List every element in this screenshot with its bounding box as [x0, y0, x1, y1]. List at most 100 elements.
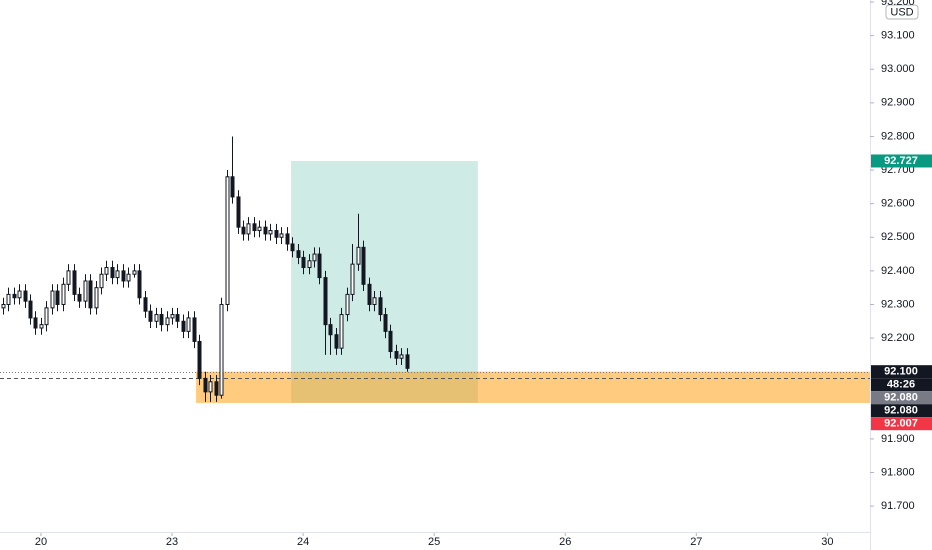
candle-body — [99, 273, 104, 289]
candle-body — [219, 303, 224, 396]
candle — [72, 264, 77, 302]
candle — [83, 274, 88, 308]
candle — [197, 334, 202, 386]
candle — [154, 307, 159, 328]
candle — [44, 301, 49, 332]
x-tick-label: 27 — [690, 536, 702, 548]
candle-body — [334, 334, 339, 349]
candle-body — [214, 381, 219, 396]
candle — [312, 247, 317, 268]
candle — [219, 297, 224, 399]
candle-body — [186, 317, 191, 332]
candle-body — [230, 176, 235, 198]
candle — [334, 328, 339, 355]
candle — [33, 311, 38, 335]
candle-body — [339, 314, 344, 349]
y-tick-label: 91.800 — [881, 466, 915, 478]
candle — [350, 243, 355, 302]
price-badge-label: 92.007 — [884, 418, 918, 430]
candle — [203, 371, 208, 402]
candle-body — [66, 270, 71, 285]
candle — [165, 311, 170, 332]
x-tick-label: 23 — [166, 536, 178, 548]
candle-body — [225, 176, 230, 305]
price-badge — [871, 365, 932, 379]
candle — [378, 291, 383, 322]
y-tick-label: 92.800 — [881, 130, 915, 142]
currency-label: USD — [890, 6, 913, 18]
candle-body — [77, 293, 82, 302]
candle — [192, 311, 197, 349]
candle-body — [236, 196, 241, 228]
candle — [115, 264, 120, 285]
candle-body — [17, 290, 22, 299]
candle-body — [208, 381, 213, 393]
candle — [252, 217, 257, 238]
candle-body — [115, 270, 120, 279]
candle-body — [301, 256, 306, 269]
candle-body — [257, 226, 262, 232]
candle — [104, 260, 109, 281]
candle — [148, 304, 153, 328]
candle — [110, 260, 115, 285]
candle-body — [104, 267, 109, 275]
candle — [88, 274, 93, 315]
candle-body — [367, 283, 372, 305]
x-tick-label: 24 — [297, 536, 309, 548]
candle-body — [383, 314, 388, 332]
candle — [241, 220, 246, 241]
candle — [257, 220, 262, 238]
candle-body — [307, 260, 312, 269]
candle — [55, 284, 60, 312]
candle — [50, 284, 55, 315]
candle — [328, 317, 333, 355]
candle-body — [88, 280, 93, 309]
candle — [263, 220, 268, 241]
price-badge — [871, 378, 932, 392]
candle — [61, 277, 66, 312]
candle-body — [274, 230, 279, 238]
candle-body — [388, 330, 393, 353]
candle — [345, 287, 350, 322]
candle — [274, 223, 279, 244]
candle-body — [328, 324, 333, 336]
candle-body — [110, 267, 115, 279]
candle-body — [345, 293, 350, 316]
candle — [99, 267, 104, 295]
candle-body — [241, 226, 246, 235]
candle-body — [143, 297, 148, 312]
candle — [323, 270, 328, 355]
candle-body — [181, 320, 186, 332]
candle-body — [203, 377, 208, 393]
y-tick-label: 92.600 — [881, 198, 915, 210]
candle — [39, 317, 44, 335]
candle-body — [263, 226, 268, 235]
candle — [301, 250, 306, 275]
candle — [383, 307, 388, 339]
candle-body — [94, 287, 99, 309]
x-tick-label: 26 — [559, 536, 571, 548]
candle-body — [132, 270, 137, 275]
candle-body — [290, 243, 295, 252]
candle — [405, 348, 410, 372]
candle-body — [55, 290, 60, 305]
candle — [17, 284, 22, 305]
candle — [268, 223, 273, 241]
candle — [399, 348, 404, 365]
candle — [28, 294, 33, 325]
candle — [181, 314, 186, 339]
candle-body — [279, 233, 284, 238]
candle — [159, 307, 164, 332]
candle — [175, 307, 180, 328]
candle-body — [312, 253, 317, 262]
candle-body — [137, 270, 142, 299]
candle — [356, 213, 361, 271]
candle — [236, 190, 241, 234]
y-tick-label: 92.900 — [881, 97, 915, 109]
x-tick-label: 20 — [35, 536, 47, 548]
candle — [6, 287, 11, 312]
candle — [372, 291, 377, 312]
x-tick-label: 30 — [821, 536, 833, 548]
plot-area — [0, 136, 870, 403]
